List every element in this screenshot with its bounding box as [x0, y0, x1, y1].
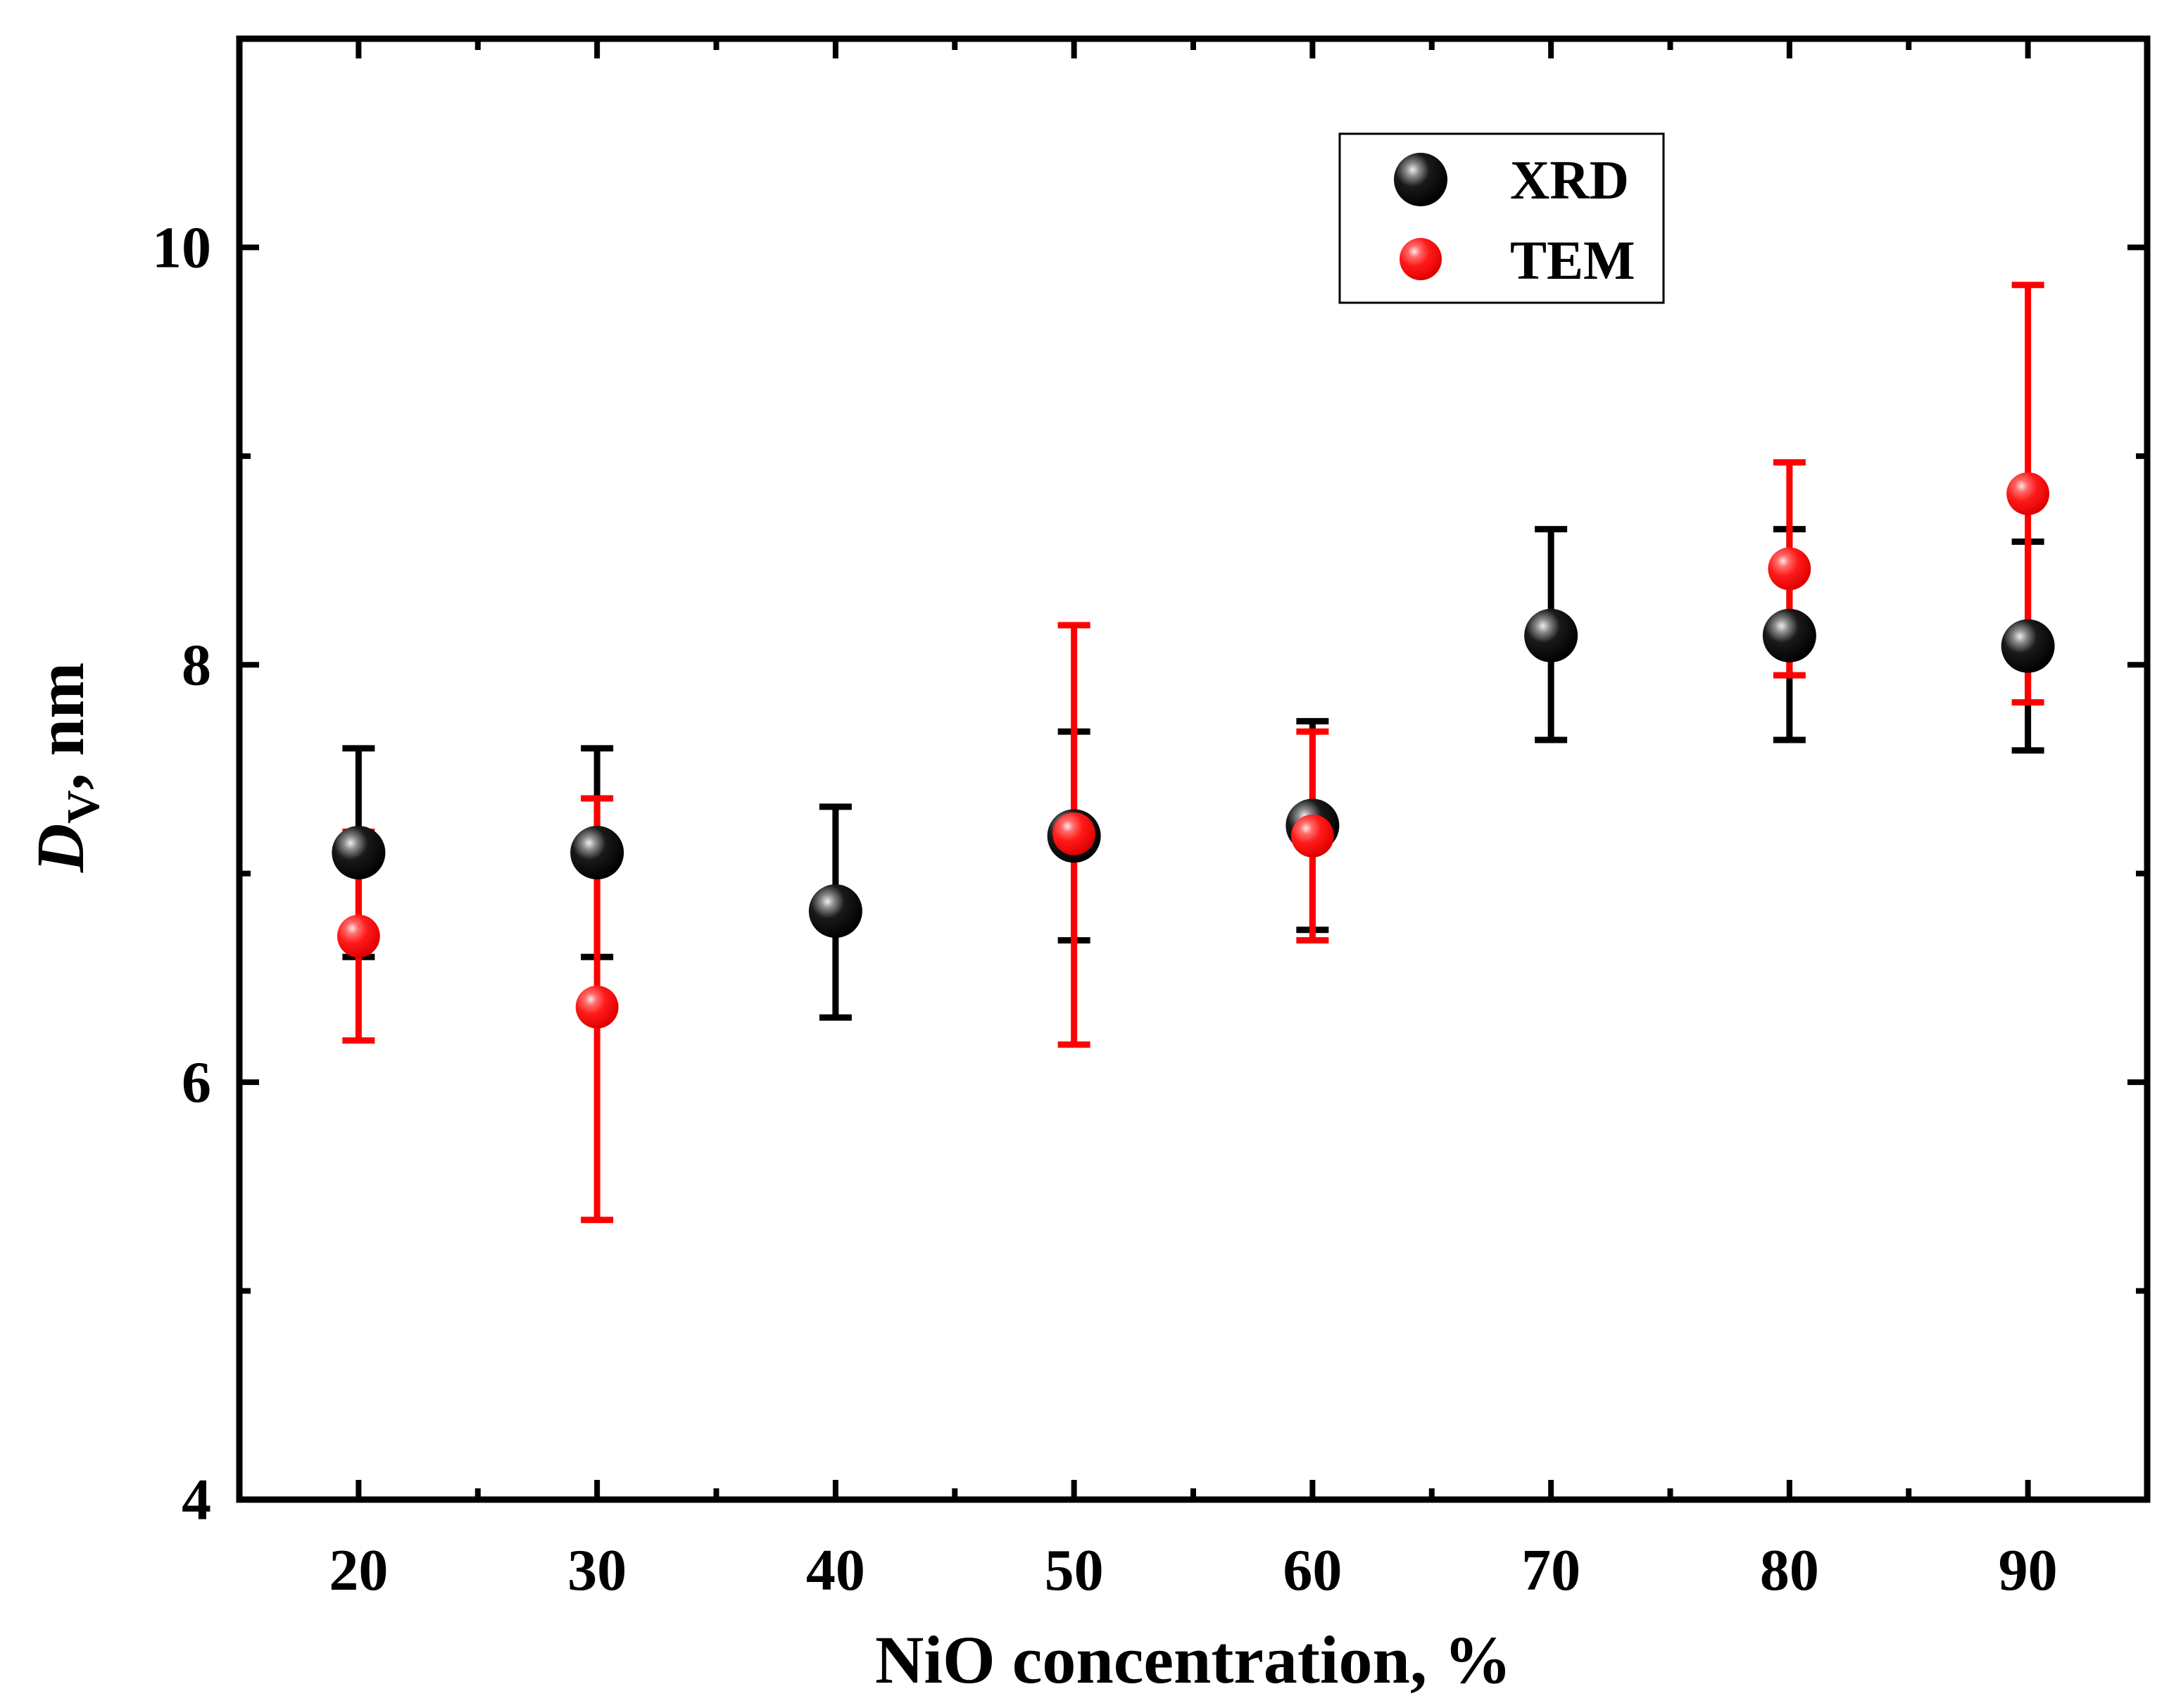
y-axis-title-main: D	[23, 824, 98, 873]
legend: XRD TEM	[1338, 132, 1665, 304]
data-point-tem	[2006, 472, 2050, 515]
data-point-xrd	[2001, 619, 2055, 673]
markers-tem	[337, 472, 2050, 1029]
axis-ticks: 20 30 40 50 60 70 80 90 4 6 8 10	[152, 39, 2147, 1603]
legend-item-tem: TEM	[1400, 230, 1635, 291]
legend-marker-tem	[1400, 238, 1442, 280]
x-tick-label: 30	[567, 1538, 627, 1603]
data-point-tem	[575, 986, 619, 1029]
y-tick-label: 10	[152, 215, 211, 280]
data-point-xrd	[1524, 608, 1578, 663]
x-axis-title: NiO concentration, %	[875, 1622, 1511, 1697]
legend-label-xrd: XRD	[1510, 149, 1629, 211]
x-tick-label: 50	[1045, 1538, 1104, 1603]
plot-area	[332, 282, 2055, 1224]
data-point-xrd	[570, 826, 624, 880]
markers-xrd	[332, 608, 2055, 938]
legend-label-tem: TEM	[1510, 230, 1635, 291]
data-point-xrd	[808, 884, 862, 938]
y-tick-label: 6	[182, 1050, 211, 1115]
data-point-xrd	[332, 826, 386, 880]
x-tick-label: 20	[329, 1538, 388, 1603]
x-tick-label: 70	[1521, 1538, 1580, 1603]
data-point-tem	[337, 915, 380, 958]
y-axis-title-sub: V	[58, 790, 109, 824]
data-point-tem	[1052, 812, 1096, 855]
data-point-xrd	[1762, 608, 1816, 663]
y-axis-title-rest: , nm	[23, 663, 98, 790]
y-axis-title: DV, nm	[23, 663, 109, 873]
legend-box	[1338, 132, 1665, 304]
x-tick-label: 60	[1283, 1538, 1342, 1603]
x-tick-label: 90	[1999, 1538, 2058, 1603]
legend-marker-xrd	[1394, 153, 1447, 206]
x-tick-label: 40	[806, 1538, 865, 1603]
data-point-tem	[1290, 814, 1334, 858]
x-tick-label: 80	[1760, 1538, 1819, 1603]
data-point-tem	[1768, 547, 1811, 591]
plot-frame	[236, 35, 2151, 1503]
legend-item-xrd: XRD	[1394, 149, 1629, 211]
y-tick-label: 8	[182, 632, 211, 698]
y-tick-label: 4	[182, 1467, 211, 1533]
